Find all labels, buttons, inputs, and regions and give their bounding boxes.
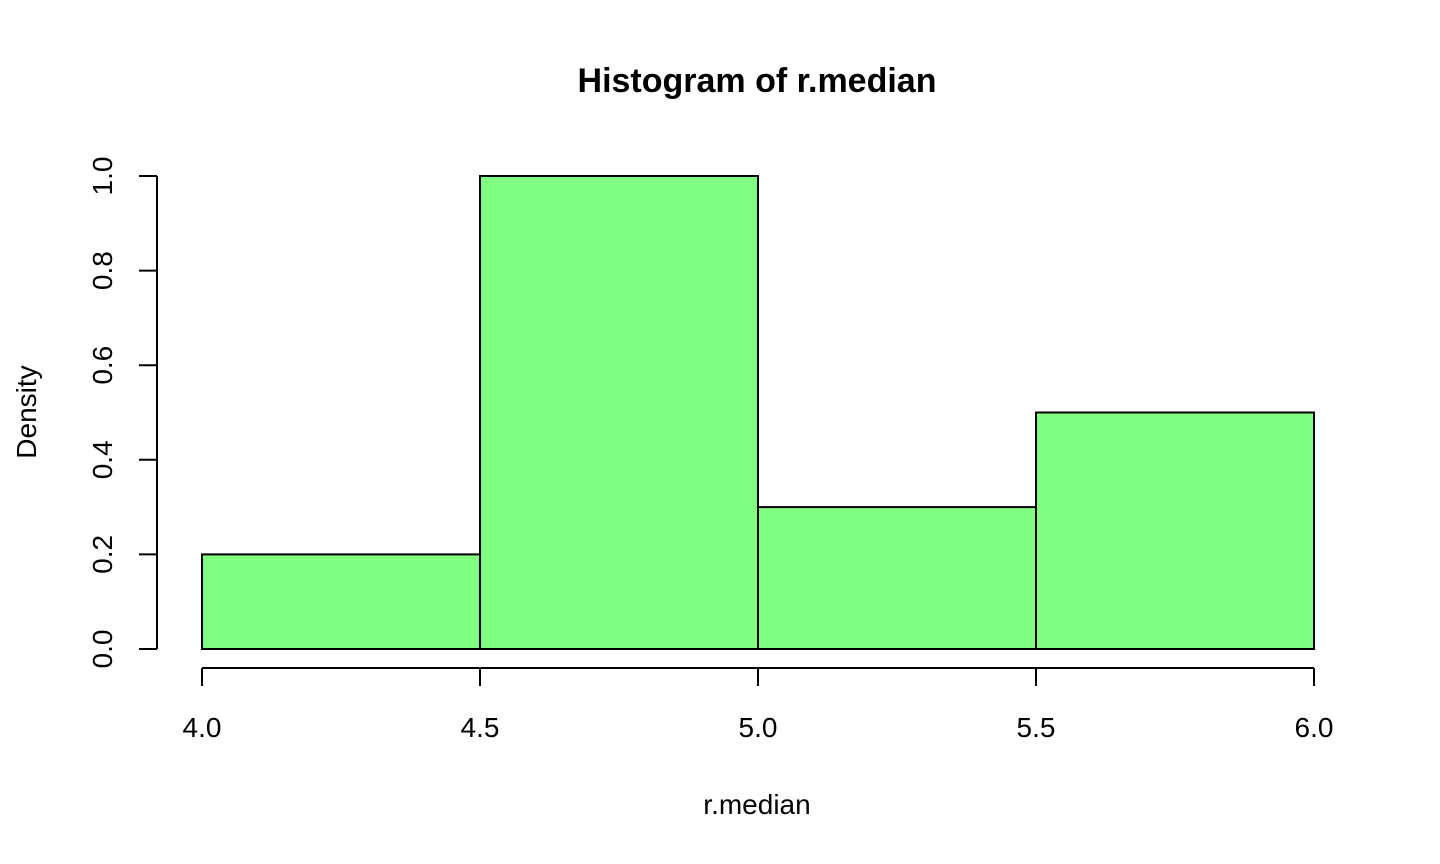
x-tick-label: 6.0	[1295, 712, 1334, 743]
x-tick-label: 4.5	[461, 712, 500, 743]
histogram-bar-0	[201, 553, 481, 651]
y-axis-label: Density	[11, 365, 42, 458]
x-tick-label: 5.5	[1017, 712, 1056, 743]
x-tick-label: 5.0	[739, 712, 778, 743]
x-axis-label: r.median	[703, 789, 810, 820]
y-axis: 0.0 0.2 0.4 0.6 0.8 1.0	[87, 157, 158, 669]
histogram-bar-3	[1035, 411, 1315, 650]
y-tick-label: 0.0	[87, 630, 118, 669]
y-tick-label: 0.2	[87, 535, 118, 574]
x-axis: 4.0 4.5 5.0 5.5 6.0	[183, 667, 1334, 743]
x-tick-label: 4.0	[183, 712, 222, 743]
histogram-bar-2	[757, 506, 1037, 650]
y-tick-label: 1.0	[87, 157, 118, 196]
y-tick-label: 0.6	[87, 346, 118, 385]
chart-title: Histogram of r.median	[578, 62, 937, 100]
y-tick-label: 0.4	[87, 440, 118, 479]
y-tick-label: 0.8	[87, 251, 118, 290]
bars-group	[201, 175, 1315, 651]
histogram-bar-1	[479, 175, 759, 650]
